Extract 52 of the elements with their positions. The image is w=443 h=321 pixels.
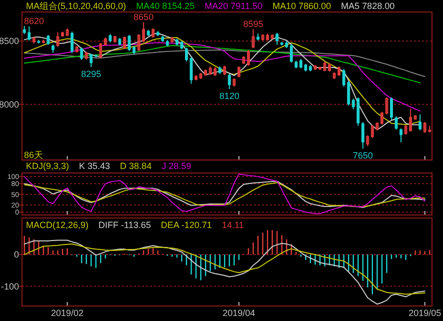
- line-series: [24, 244, 426, 295]
- line-series: [24, 45, 421, 84]
- candlestick: [123, 36, 126, 50]
- candlestick: [276, 32, 279, 46]
- candlestick: [366, 134, 370, 147]
- series-label: DEA -120.71: [160, 220, 212, 230]
- candlestick: [400, 128, 402, 143]
- annotation: 86天: [24, 150, 44, 160]
- text: MA5 7828.00: [341, 1, 395, 11]
- legend-title: KDJ(9,3,3): [26, 161, 70, 171]
- series-label: DIFF -113.65: [98, 220, 151, 230]
- line-series: [24, 174, 426, 214]
- candlestick: [390, 96, 393, 120]
- annotation: 8120: [219, 91, 240, 102]
- candlestick: [252, 28, 255, 49]
- candlestick: [70, 31, 74, 54]
- annotation: 7650: [352, 150, 373, 161]
- annotation: 8650: [134, 12, 154, 22]
- candlestick: [237, 66, 240, 78]
- series-label: 14.11: [222, 220, 244, 230]
- candlestick: [46, 34, 50, 46]
- candlestick: [246, 49, 250, 66]
- y-tick-label: 0: [14, 250, 19, 260]
- x-tick-label: 2019/04: [222, 308, 256, 318]
- candlestick: [290, 44, 293, 64]
- candlestick: [338, 66, 341, 76]
- line-series: [24, 49, 426, 78]
- candlestick: [185, 47, 188, 62]
- annotation: 8295: [81, 69, 102, 80]
- annotation: 8595: [243, 19, 264, 30]
- x-tick-label: 2019/05: [408, 308, 442, 318]
- candlestick: [228, 73, 231, 90]
- candlestick: [418, 114, 422, 131]
- text: MA10 7860.00: [272, 1, 332, 11]
- text: J 28.59: [162, 161, 192, 171]
- legend-title: MA组合(5,10,20,40,60,0): [26, 1, 126, 11]
- annotation: 8620: [24, 16, 44, 26]
- candlestick: [361, 122, 364, 150]
- legend-title: MACD(12,26,9): [26, 220, 89, 230]
- candlestick: [323, 60, 326, 72]
- candlestick: [223, 65, 226, 76]
- candlestick: [56, 32, 60, 48]
- candlestick: [90, 53, 93, 68]
- text: MA40 8154.25: [136, 1, 195, 11]
- line-series: [24, 240, 426, 305]
- text: D 38.84: [120, 161, 152, 171]
- x-tick-label: 2019/02: [51, 308, 84, 318]
- text: K 35.43: [79, 161, 110, 171]
- y-tick-label: -100: [0, 281, 19, 292]
- candlestick: [80, 46, 84, 61]
- text: MA20 7911.50: [204, 1, 262, 11]
- candlestick: [99, 42, 102, 59]
